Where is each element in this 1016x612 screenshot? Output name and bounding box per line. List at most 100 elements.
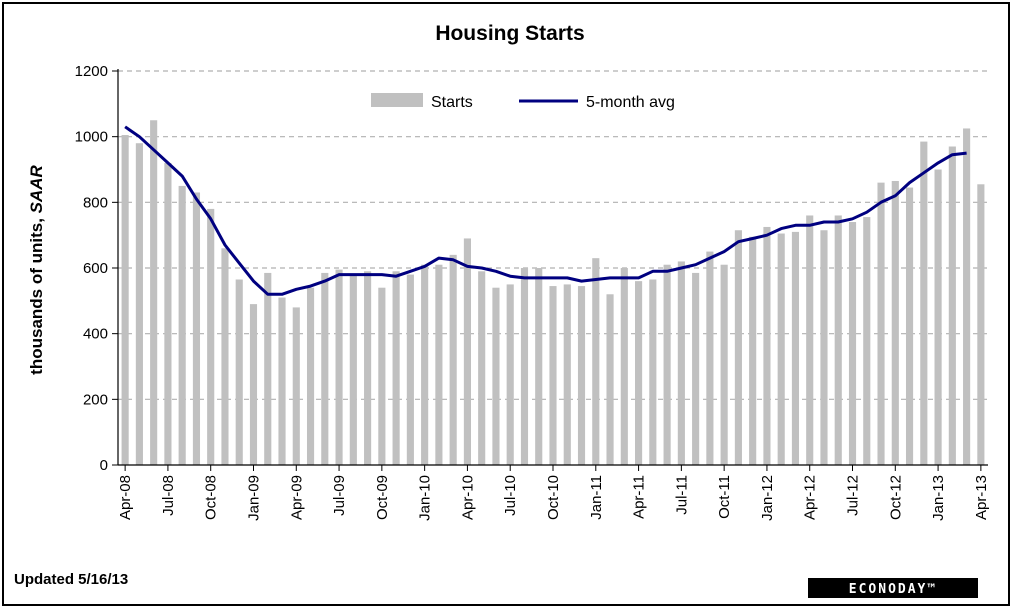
bar-Apr-10 [463,238,471,465]
bar-Jul-08 [164,162,172,465]
bar-Oct-09 [378,287,386,465]
bar-Jan-10 [421,264,429,465]
bar-Nov-11 [734,230,742,465]
bar-Aug-10 [520,268,529,465]
econoday-logo: ECONODAY™ [808,578,978,598]
bar-Nov-10 [563,284,571,465]
grid-lines [118,70,988,400]
bar-Feb-11 [606,294,614,465]
bar-Dec-09 [406,274,414,465]
bar-Feb-10 [435,264,443,465]
x-tick-label: Jan-11 [588,475,605,520]
legend-label-5-month-avg: 5-month avg [586,94,675,111]
bar-Sep-08 [192,192,201,465]
bar-Jul-10 [506,284,514,465]
legend: Starts 5-month avg [371,93,675,111]
x-tick-label: Jan-09 [246,475,263,521]
x-tick-label: Jul-12 [845,475,862,516]
bar-Jul-12 [848,222,857,465]
bar-Feb-13 [948,146,956,465]
x-tick-label: Jul-11 [673,475,690,515]
bar-Jun-11 [663,264,671,465]
econoday-logo-text: ECONODAY™ [849,582,937,597]
bar-May-10 [478,271,486,465]
y-tick-label: 1200 [75,63,108,80]
bar-Oct-11 [720,264,728,465]
bar-Jul-09 [335,269,343,465]
bar-series-starts [121,120,985,466]
x-tick-label: Apr-08 [117,475,134,520]
bar-Sep-10 [535,268,543,465]
x-tick-label: Jul-09 [331,475,348,516]
bar-Oct-08 [207,208,215,465]
bar-Oct-10 [549,286,557,465]
bar-May-09 [306,287,315,465]
bar-Sep-11 [706,251,714,465]
y-axis-label: thousands of units, SAAR [27,164,46,374]
bar-Sep-09 [364,271,372,465]
bar-Feb-09 [264,272,272,465]
x-tick-label: Apr-12 [802,475,819,520]
bar-Aug-09 [349,274,357,465]
x-tick-label: Oct-09 [374,475,391,520]
legend-label-starts: Starts [431,94,473,111]
bar-Jun-10 [492,287,500,465]
bar-Jan-09 [249,304,258,465]
bar-Mar-09 [278,297,286,465]
bar-Sep-12 [877,182,885,465]
x-tick-label: Jan-13 [930,475,947,521]
bar-Jun-12 [834,215,842,465]
x-tick-label: Jul-08 [160,475,177,516]
bar-Dec-11 [749,236,757,465]
bar-Jun-08 [150,120,158,465]
x-tick-label: Oct-08 [203,475,220,520]
bar-May-11 [649,279,657,465]
bar-Aug-11 [692,272,700,465]
bar-Aug-12 [863,217,871,465]
bar-May-08 [135,143,143,465]
x-tick-label: Jan-12 [759,475,776,521]
x-tick-label: Apr-10 [459,475,476,520]
bar-Mar-12 [791,231,800,465]
y-tick-label: 1000 [75,129,108,146]
bar-May-12 [820,230,828,465]
line-5-month-avg [124,125,967,296]
bar-Dec-10 [577,286,586,465]
chart-title: Housing Starts [435,22,584,45]
bar-Jan-12 [763,226,771,465]
x-tick-label: Oct-11 [716,475,733,519]
y-tick-label: 0 [100,457,108,474]
bar-Jul-11 [677,261,685,465]
bar-Apr-09 [292,307,300,465]
y-tick-label: 200 [83,391,108,408]
legend-swatch-starts [371,93,423,107]
bar-Aug-08 [178,185,186,465]
bar-Jan-11 [592,258,600,465]
bar-Mar-10 [449,254,457,465]
bar-Apr-13 [977,184,985,465]
bar-Apr-08 [121,135,129,465]
bar-Nov-12 [905,187,914,465]
bar-Feb-12 [777,233,785,465]
bar-Oct-12 [891,180,899,465]
bar-Apr-11 [635,281,643,465]
y-tick-label: 800 [83,194,108,211]
x-tick-label: Apr-13 [973,475,990,520]
bar-Jan-13 [934,169,942,465]
updated-date: Updated 5/16/13 [14,571,128,588]
y-tick-label: 600 [83,260,108,277]
bar-Apr-12 [806,215,814,465]
x-tick-labels: Apr-08 Jul-08 Oct-08 Jan-09 Apr-09 Jul-09 Oct-… [117,475,990,521]
line-series-5-month-avg [124,125,967,296]
x-tick-label: Jul-10 [502,475,519,516]
y-axis-label-main: thousands of units, [27,213,46,375]
x-tick-label: Oct-12 [887,475,904,520]
bar-Nov-08 [221,248,229,465]
y-axis-label-italic: SAAR [27,164,46,213]
bar-Dec-08 [235,279,243,465]
bar-Mar-11 [620,268,628,465]
bar-Nov-09 [392,271,400,465]
axes [112,69,988,471]
y-tick-label: 400 [83,326,108,343]
